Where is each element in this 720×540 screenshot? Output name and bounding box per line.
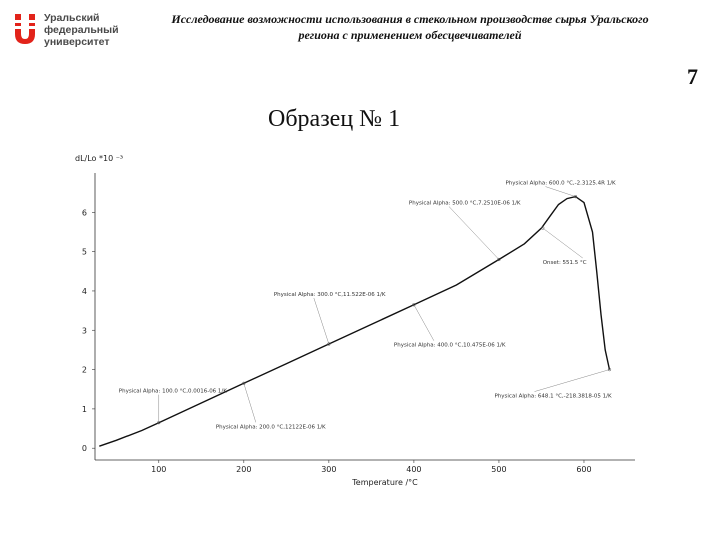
chart-ticks: 100 200 300 400 500 600 0 1 2 3 4 5 6 — [82, 208, 592, 474]
annotation-leader-line — [542, 227, 583, 259]
y-tick-label: 2 — [82, 366, 87, 375]
header-title-line-1: Исследование возможности использования в… — [171, 12, 649, 26]
x-tick-label: 300 — [321, 465, 336, 474]
annotation-label: Physical Alpha: 300.0 °C,11.522E-06 1/K — [274, 292, 386, 298]
x-tick-label: 500 — [491, 465, 506, 474]
annotation-point — [497, 257, 501, 262]
logo-line-1: Уральский — [44, 12, 100, 24]
x-tick-label: 400 — [406, 465, 421, 474]
y-tick-label: 6 — [82, 208, 87, 217]
y-tick-label: 4 — [82, 287, 87, 296]
annotation-point — [327, 342, 331, 346]
annotation-label: Physical Alpha: 600.0 °C,-2.3125.4R 1/K — [505, 181, 616, 187]
annotation-leader-line — [243, 383, 257, 423]
y-axis-label: dL/Lo *10 ⁻³ — [75, 154, 123, 163]
dilatometry-chart: 100 200 300 400 500 600 0 1 2 3 4 5 6 Physical Alpha… — [75, 154, 635, 487]
x-axis-label: Temperature /°C — [351, 478, 418, 487]
y-tick-label: 0 — [82, 444, 87, 453]
y-tick-label: 1 — [82, 405, 87, 414]
x-tick-label: 100 — [151, 465, 166, 474]
university-logo: Уральский федеральный университет — [12, 10, 122, 52]
annotation-leader-line — [545, 186, 576, 197]
annotation-label: Physical Alpha: 500.0 °C,7.2510E-06 1/K — [409, 200, 521, 206]
annotation-label: Onset: 551.5 °C — [543, 260, 587, 266]
logo-text: Уральский федеральный университет — [44, 12, 119, 48]
x-tick-label: 600 — [576, 465, 591, 474]
x-tick-label: 200 — [236, 465, 251, 474]
y-tick-label: 5 — [82, 248, 87, 257]
slide-header-title: Исследование возможности использования в… — [120, 11, 700, 43]
logo-line-2: федеральный — [44, 24, 119, 36]
annotation-label: Physical Alpha: 200.0 °C,12122E-06 1/K — [216, 424, 326, 430]
ural-university-logo-icon — [15, 14, 35, 44]
annotation-label: Physical Alpha: 400.0 °C,10.475E-06 1/K — [394, 343, 506, 349]
annotation-leader-line — [534, 369, 610, 392]
annotation-leader-line — [448, 206, 500, 260]
expansion-curve-line — [99, 195, 611, 447]
annotation-point — [541, 226, 545, 230]
annotation-label: Physical Alpha: 648.1 °C,-218.3818-05 1/… — [494, 394, 612, 400]
annotation-leader-line — [413, 304, 435, 341]
chart-axes — [94, 173, 635, 461]
y-tick-label: 3 — [82, 326, 87, 335]
header-title-line-2: региона с применением обесцвечивателей — [298, 28, 522, 42]
annotation-label: Physical Alpha: 100.0 °C,0.0016-06 1/K — [119, 389, 228, 395]
annotation-point — [607, 367, 612, 372]
logo-line-3: университет — [44, 36, 110, 48]
annotation-point — [412, 303, 416, 307]
annotation-point — [242, 381, 246, 385]
annotation-point — [573, 194, 578, 199]
annotation-point — [157, 421, 161, 425]
chart-annotations: Physical Alpha: 100.0 °C,0.0016-06 1/K Ph… — [119, 181, 616, 431]
sample-title: Образец № 1 — [268, 106, 401, 132]
annotation-leader-line — [313, 297, 330, 345]
page-number: 7 — [687, 64, 698, 89]
